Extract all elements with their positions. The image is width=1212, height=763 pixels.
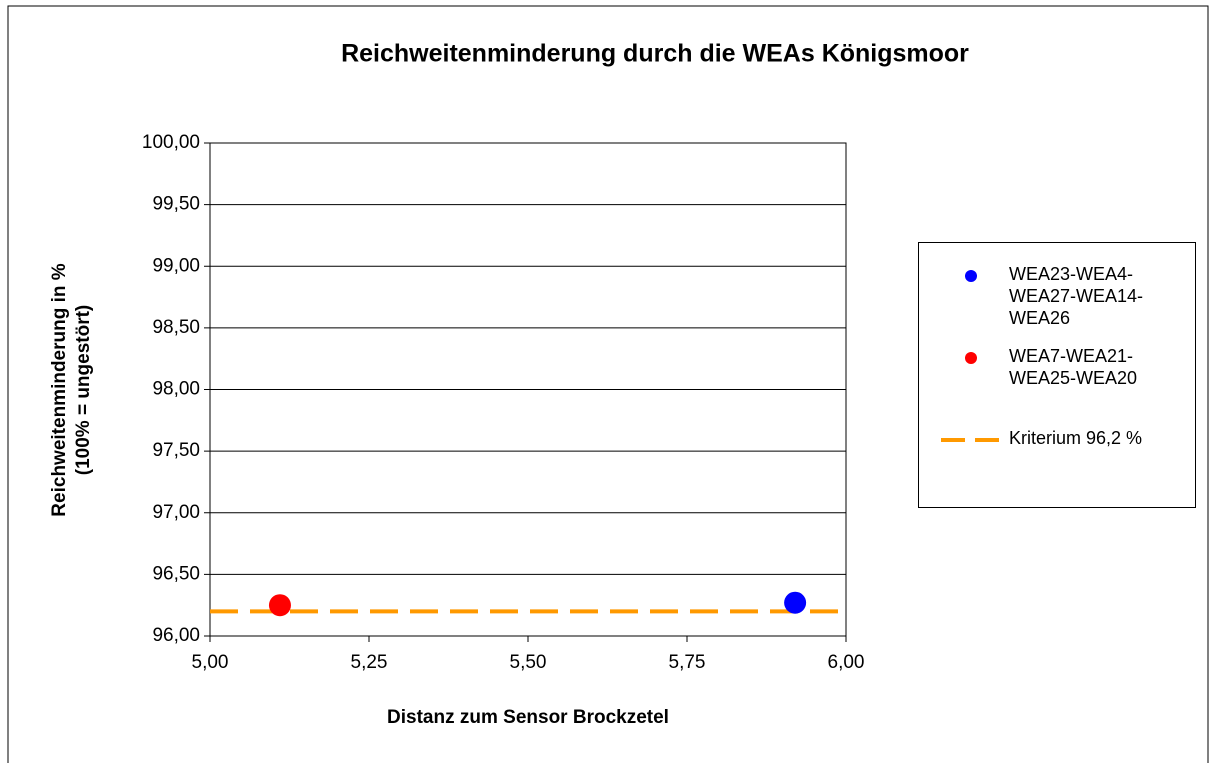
y-tick-label: 98,00 — [152, 379, 200, 400]
y-tick-label: 99,50 — [152, 194, 200, 215]
y-tick-label: 100,00 — [142, 132, 200, 153]
legend-symbol — [941, 431, 1001, 452]
y-tick-label: 96,50 — [152, 563, 200, 584]
x-tick-label: 5,25 — [351, 652, 388, 673]
point — [268, 594, 291, 617]
legend: WEA23-WEA4-WEA27-WEA14-WEA26 WEA7-WEA21-W… — [918, 242, 1196, 508]
x-tick-label: 5,00 — [192, 652, 229, 673]
y-axis-label: (100% = ungestört) — [73, 305, 94, 476]
point — [784, 591, 807, 614]
y-tick-label: 96,00 — [152, 625, 200, 646]
legend-dot — [965, 352, 977, 364]
legend-label: Kriterium 96,2 % — [1009, 428, 1143, 448]
legend-symbol-svg — [965, 352, 977, 364]
y-axis-label: Reichweitenminderung in % — [49, 263, 70, 516]
y-tick-label: 97,00 — [152, 502, 200, 523]
y-tick-label: 99,00 — [152, 255, 200, 276]
chart-frame — [7, 5, 1209, 763]
x-tick-label: 5,50 — [510, 652, 547, 673]
plot-area — [209, 142, 847, 637]
y-tick-label: 97,50 — [152, 440, 200, 461]
legend-label: WEA23-WEA4-WEA27-WEA14-WEA26 — [1009, 264, 1144, 328]
legend-symbol-svg — [941, 438, 999, 442]
x-tick-label: 6,00 — [828, 652, 865, 673]
y-tick-label: 98,50 — [152, 317, 200, 338]
x-axis-label: Distanz zum Sensor Brockzetel — [387, 707, 669, 728]
x-tick-label: 5,75 — [669, 652, 706, 673]
legend-symbol — [941, 349, 1001, 370]
legend-symbol-svg — [965, 270, 977, 282]
legend-label: WEA7-WEA21-WEA25-WEA20 — [1009, 346, 1138, 388]
chart-title: Reichweitenminderung durch die WEAs Köni… — [341, 40, 969, 68]
legend-symbol — [941, 267, 1001, 288]
legend-dot — [965, 270, 977, 282]
